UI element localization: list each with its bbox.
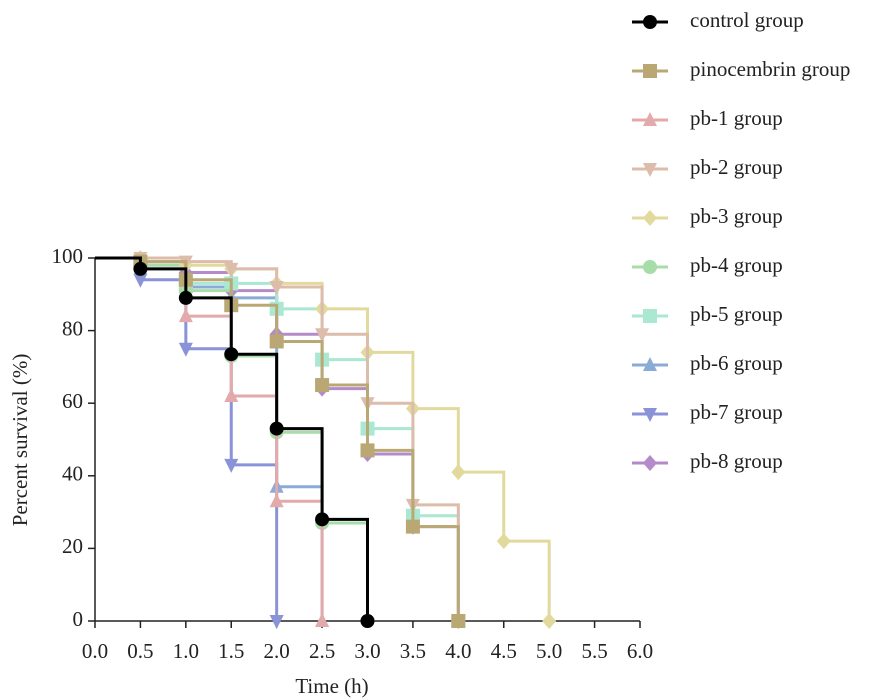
x-tick-label: 1.0: [173, 639, 199, 663]
legend-marker: [643, 408, 657, 422]
marker: [360, 614, 375, 628]
x-tick-label: 4.0: [445, 639, 471, 663]
marker: [269, 334, 284, 349]
marker: [269, 281, 284, 296]
legend-label: pinocembrin group: [690, 57, 850, 81]
marker: [451, 464, 466, 481]
y-tick-label: 40: [62, 462, 83, 486]
marker: [224, 262, 239, 277]
x-tick-label: 5.5: [581, 639, 607, 663]
x-tick-label: 4.5: [491, 639, 517, 663]
x-tick-label: 0.0: [82, 639, 108, 663]
x-axis-label: Time (h): [295, 674, 368, 698]
legend-marker: [643, 15, 657, 29]
marker: [405, 519, 420, 534]
legend-marker: [643, 64, 657, 78]
x-tick-label: 2.5: [309, 639, 335, 663]
survival-line: [95, 256, 551, 621]
y-tick-label: 100: [52, 244, 84, 268]
marker: [315, 512, 330, 527]
y-tick-label: 80: [62, 316, 83, 340]
y-tick-label: 0: [73, 607, 84, 631]
legend-marker: [643, 260, 657, 274]
y-axis-label: Percent survival (%): [8, 354, 32, 527]
marker: [496, 533, 511, 550]
y-tick-label: 60: [62, 389, 83, 413]
marker: [224, 458, 239, 473]
x-tick-label: 0.5: [127, 639, 153, 663]
legend-marker: [643, 112, 657, 126]
legend-label: pb-8 group: [690, 449, 783, 473]
marker: [269, 493, 284, 508]
legend-marker: [643, 455, 657, 471]
x-tick-label: 3.0: [354, 639, 380, 663]
survival-line: [95, 256, 324, 621]
legend-marker: [643, 210, 657, 226]
x-tick-label: 5.0: [536, 639, 562, 663]
marker: [133, 273, 148, 288]
legend-marker: [643, 357, 657, 371]
marker: [133, 261, 148, 276]
marker: [224, 387, 239, 402]
legend-label: pb-4 group: [690, 253, 783, 277]
x-tick-label: 2.0: [264, 639, 290, 663]
legend-marker: [643, 163, 657, 177]
legend-label: control group: [690, 8, 804, 32]
marker: [224, 347, 239, 362]
marker: [269, 615, 284, 629]
marker: [451, 614, 466, 628]
legend-label: pb-1 group: [690, 106, 783, 130]
marker: [315, 328, 330, 343]
marker: [178, 342, 193, 357]
marker: [360, 443, 375, 458]
marker: [542, 613, 557, 629]
legend-label: pb-7 group: [690, 400, 783, 424]
marker: [178, 290, 193, 305]
x-tick-label: 3.5: [400, 639, 426, 663]
legend-marker: [643, 309, 657, 323]
y-tick-label: 20: [62, 534, 83, 558]
marker: [315, 613, 330, 627]
marker: [178, 308, 193, 323]
marker: [315, 378, 330, 393]
legend-label: pb-3 group: [690, 204, 783, 228]
x-tick-label: 6.0: [627, 639, 653, 663]
legend-label: pb-6 group: [690, 351, 783, 375]
survival-line: [95, 256, 324, 621]
legend-label: pb-2 group: [690, 155, 783, 179]
x-tick-label: 1.5: [218, 639, 244, 663]
marker: [269, 421, 284, 436]
legend-label: pb-5 group: [690, 302, 783, 326]
